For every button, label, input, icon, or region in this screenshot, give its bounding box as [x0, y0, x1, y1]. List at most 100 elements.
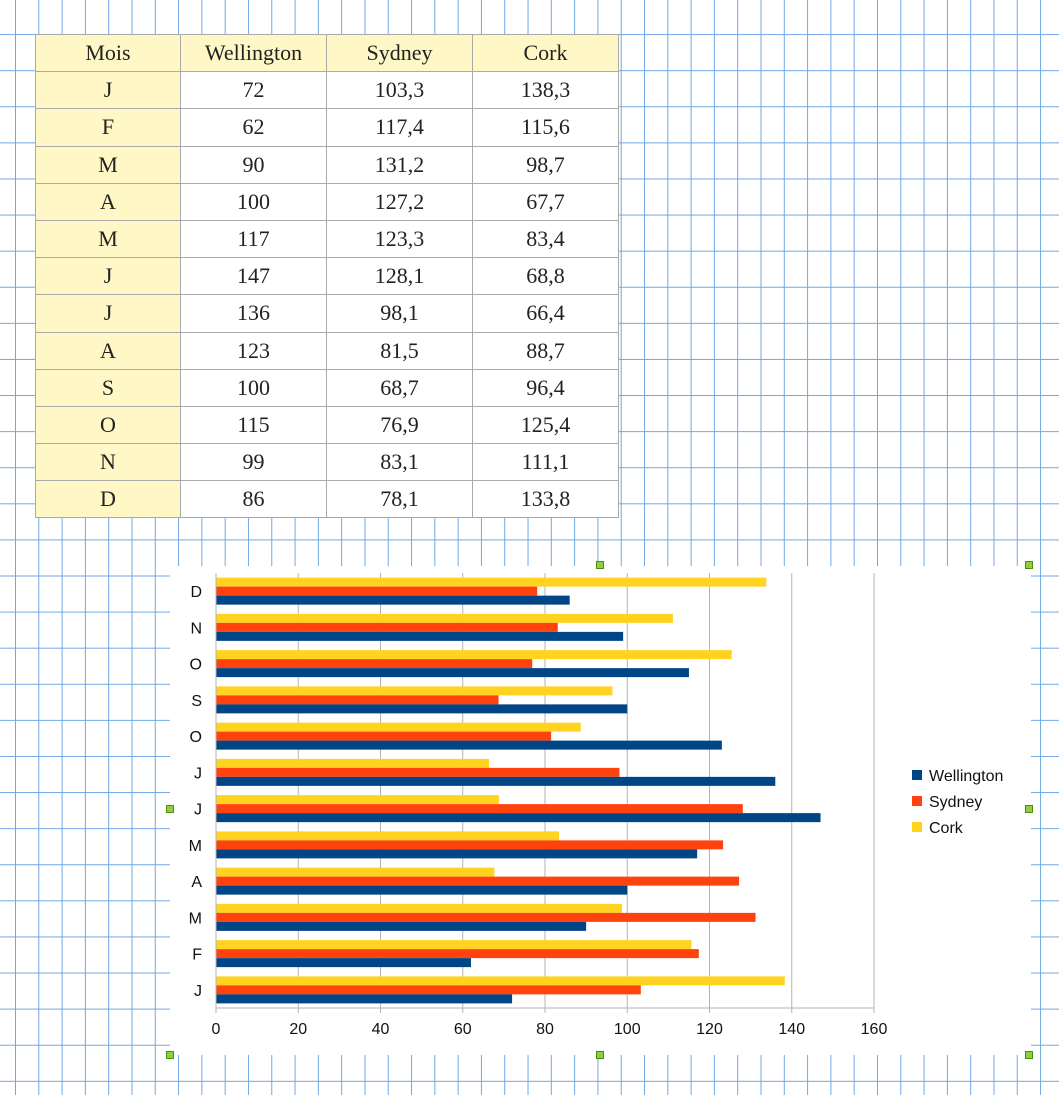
value-cell[interactable]: 125,4 — [472, 405, 619, 445]
bar-wellington-n[interactable] — [216, 631, 624, 641]
value-cell[interactable]: 138,3 — [472, 71, 619, 110]
bar-wellington-o[interactable] — [216, 668, 689, 678]
month-cell[interactable]: J — [35, 257, 181, 296]
value-cell[interactable]: 117 — [180, 219, 327, 259]
value-cell[interactable]: 62 — [180, 108, 327, 147]
value-cell[interactable]: 128,1 — [326, 257, 473, 296]
bar-sydney-d[interactable] — [216, 586, 538, 596]
bar-cork-j[interactable] — [216, 795, 499, 805]
month-cell[interactable]: F — [35, 108, 181, 147]
value-cell[interactable]: 83,4 — [472, 219, 619, 259]
value-cell[interactable]: 133,8 — [472, 480, 619, 519]
bar-cork-n[interactable] — [216, 613, 673, 623]
legend-label-wellington: Wellington — [929, 768, 1003, 785]
selection-handle[interactable] — [1025, 805, 1033, 813]
bar-cork-a[interactable] — [216, 867, 495, 877]
value-cell[interactable]: 68,8 — [472, 257, 619, 296]
bar-wellington-s[interactable] — [216, 704, 628, 714]
legend-swatch-wellington — [912, 770, 922, 780]
month-cell[interactable]: M — [35, 145, 181, 184]
value-cell[interactable]: 123 — [180, 331, 327, 370]
month-cell[interactable]: D — [35, 480, 181, 519]
bar-sydney-m[interactable] — [216, 912, 756, 922]
value-cell[interactable]: 86 — [180, 480, 327, 519]
bar-wellington-o[interactable] — [216, 740, 722, 750]
bar-wellington-j[interactable] — [216, 813, 821, 823]
month-cell[interactable]: A — [35, 331, 181, 370]
bar-cork-m[interactable] — [216, 903, 622, 913]
table-row: J 147 128,1 68,8 — [35, 257, 619, 296]
bar-sydney-f[interactable] — [216, 949, 699, 959]
value-cell[interactable]: 99 — [180, 443, 327, 482]
bar-sydney-a[interactable] — [216, 876, 740, 886]
column-header[interactable]: Cork — [472, 33, 619, 73]
month-cell[interactable]: J — [35, 294, 181, 333]
bar-wellington-j[interactable] — [216, 994, 513, 1004]
bar-wellington-m[interactable] — [216, 921, 587, 931]
selection-handle[interactable] — [1025, 1051, 1033, 1059]
bar-sydney-j[interactable] — [216, 985, 641, 995]
value-cell[interactable]: 67,7 — [472, 182, 619, 221]
bar-sydney-n[interactable] — [216, 622, 558, 632]
value-cell[interactable]: 78,1 — [326, 480, 473, 519]
bar-wellington-d[interactable] — [216, 595, 570, 605]
value-cell[interactable]: 66,4 — [472, 294, 619, 333]
value-cell[interactable]: 76,9 — [326, 405, 473, 445]
bar-cork-o[interactable] — [216, 722, 581, 732]
value-cell[interactable]: 98,7 — [472, 145, 619, 184]
month-cell[interactable]: O — [35, 405, 181, 445]
selection-handle[interactable] — [1025, 561, 1033, 569]
month-cell[interactable]: M — [35, 219, 181, 259]
value-cell[interactable]: 115 — [180, 405, 327, 445]
bar-wellington-f[interactable] — [216, 958, 471, 968]
bar-wellington-m[interactable] — [216, 849, 698, 859]
value-cell[interactable]: 100 — [180, 182, 327, 221]
month-cell[interactable]: J — [35, 71, 181, 110]
bar-cork-s[interactable] — [216, 686, 613, 696]
value-cell[interactable]: 90 — [180, 145, 327, 184]
value-cell[interactable]: 96,4 — [472, 368, 619, 407]
value-cell[interactable]: 81,5 — [326, 331, 473, 370]
bar-chart[interactable]: J F M A M J J O S O N D 0 20 40 60 80 100 120 140 160 Welling… — [170, 566, 1031, 1055]
bar-cork-j[interactable] — [216, 976, 785, 986]
bar-cork-f[interactable] — [216, 940, 692, 950]
value-cell[interactable]: 72 — [180, 71, 327, 110]
bar-wellington-a[interactable] — [216, 885, 628, 895]
value-cell[interactable]: 127,2 — [326, 182, 473, 221]
bar-cork-d[interactable] — [216, 577, 767, 587]
month-cell[interactable]: S — [35, 368, 181, 407]
value-cell[interactable]: 98,1 — [326, 294, 473, 333]
value-cell[interactable]: 131,2 — [326, 145, 473, 184]
value-cell[interactable]: 88,7 — [472, 331, 619, 370]
table-row: M 117 123,3 83,4 — [35, 219, 619, 259]
value-cell[interactable]: 147 — [180, 257, 327, 296]
value-cell[interactable]: 111,1 — [472, 443, 619, 482]
value-cell[interactable]: 123,3 — [326, 219, 473, 259]
column-header[interactable]: Mois — [35, 33, 181, 73]
bar-sydney-s[interactable] — [216, 695, 499, 705]
bar-sydney-j[interactable] — [216, 804, 743, 814]
selection-handle[interactable] — [166, 1051, 174, 1059]
bar-cork-m[interactable] — [216, 831, 559, 841]
value-cell[interactable]: 83,1 — [326, 443, 473, 482]
column-header[interactable]: Wellington — [180, 33, 327, 73]
selection-handle[interactable] — [596, 1051, 604, 1059]
bar-sydney-j[interactable] — [216, 767, 620, 777]
bar-cork-j[interactable] — [216, 758, 490, 768]
bar-sydney-m[interactable] — [216, 840, 724, 850]
month-cell[interactable]: N — [35, 443, 181, 482]
value-cell[interactable]: 103,3 — [326, 71, 473, 110]
bar-wellington-j[interactable] — [216, 776, 776, 786]
value-cell[interactable]: 68,7 — [326, 368, 473, 407]
bar-sydney-o[interactable] — [216, 731, 552, 741]
column-header[interactable]: Sydney — [326, 33, 473, 73]
value-cell[interactable]: 100 — [180, 368, 327, 407]
month-cell[interactable]: A — [35, 182, 181, 221]
selection-handle[interactable] — [166, 805, 174, 813]
bar-cork-o[interactable] — [216, 650, 732, 660]
value-cell[interactable]: 136 — [180, 294, 327, 333]
bar-sydney-o[interactable] — [216, 659, 533, 669]
selection-handle[interactable] — [596, 561, 604, 569]
value-cell[interactable]: 115,6 — [472, 108, 619, 147]
value-cell[interactable]: 117,4 — [326, 108, 473, 147]
